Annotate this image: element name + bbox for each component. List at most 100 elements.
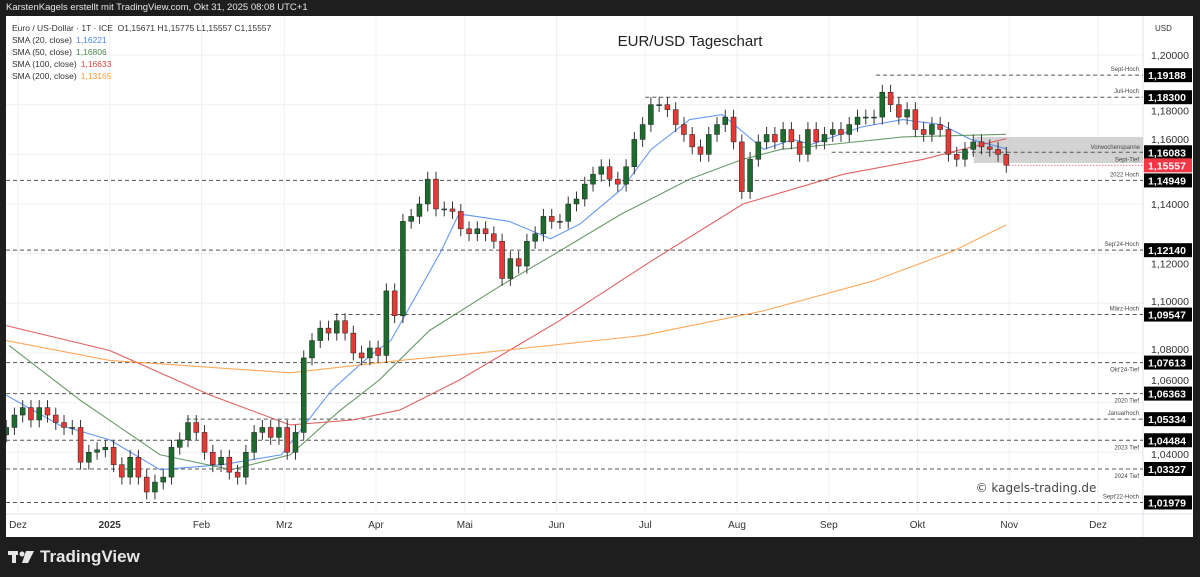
candle[interactable] [962, 141, 968, 167]
candle[interactable] [408, 208, 414, 229]
candle[interactable] [94, 442, 100, 460]
candle[interactable] [747, 151, 753, 200]
candle[interactable] [160, 469, 166, 490]
candle[interactable] [102, 439, 109, 458]
candle[interactable] [441, 201, 447, 217]
candle[interactable] [135, 449, 142, 485]
candle[interactable] [639, 117, 646, 147]
candle[interactable] [681, 117, 687, 142]
candle[interactable] [284, 420, 290, 460]
chart-panel[interactable]: EUR/USD Tageschart © kagels-trading.de Vor… [6, 16, 1193, 537]
sma-legend-row[interactable]: SMA (100, close) 1,16633 [12, 58, 271, 70]
sma-legend-row[interactable]: SMA (20, close) 1,16221 [12, 34, 271, 46]
candle[interactable] [548, 208, 555, 229]
candle[interactable] [507, 251, 514, 286]
candle[interactable] [623, 159, 629, 192]
candle[interactable] [606, 159, 613, 187]
candle[interactable] [664, 97, 671, 118]
candle[interactable] [714, 117, 720, 142]
candle[interactable] [763, 127, 770, 150]
candle[interactable] [375, 340, 381, 363]
candle[interactable] [350, 325, 357, 361]
candle[interactable] [689, 127, 695, 155]
candle[interactable] [358, 345, 365, 366]
candle[interactable] [168, 439, 175, 485]
candle[interactable] [829, 122, 836, 142]
candle[interactable] [19, 400, 26, 423]
candle[interactable] [648, 97, 654, 132]
candle[interactable] [53, 407, 59, 430]
candle[interactable] [532, 226, 538, 249]
price-chart[interactable]: EUR/USD Tageschart © kagels-trading.de Vor… [6, 16, 1193, 537]
candle[interactable] [813, 122, 819, 150]
candle[interactable] [325, 320, 332, 341]
candle[interactable] [276, 420, 282, 445]
symbol-label[interactable]: Euro / US-Dollar · 1T · ICE [12, 23, 113, 33]
candle[interactable] [44, 400, 51, 423]
candle[interactable] [210, 444, 216, 473]
candle[interactable] [796, 134, 803, 162]
candle[interactable] [176, 432, 183, 455]
candle[interactable] [69, 420, 76, 435]
candle[interactable] [945, 122, 952, 162]
candle[interactable] [391, 283, 398, 324]
candle[interactable] [383, 283, 390, 363]
candle[interactable] [491, 226, 497, 249]
candle[interactable] [309, 333, 315, 366]
candle[interactable] [722, 109, 729, 132]
candle[interactable] [557, 213, 563, 229]
candle[interactable] [730, 109, 737, 150]
candle[interactable] [424, 171, 431, 212]
candle[interactable] [697, 139, 704, 162]
candle[interactable] [515, 251, 522, 274]
candle[interactable] [466, 221, 472, 242]
candle[interactable] [879, 84, 886, 125]
candle[interactable] [904, 102, 910, 125]
candle[interactable] [499, 233, 505, 286]
candle[interactable] [152, 474, 158, 500]
candle[interactable] [755, 134, 762, 167]
candle[interactable] [201, 424, 208, 460]
candle[interactable] [234, 464, 241, 485]
candle[interactable] [598, 159, 605, 182]
candle[interactable] [631, 131, 638, 175]
candle[interactable] [920, 122, 927, 142]
candle[interactable] [11, 407, 18, 435]
candle[interactable] [218, 449, 224, 473]
candle[interactable] [6, 420, 9, 443]
candle[interactable] [342, 313, 348, 341]
candle[interactable] [259, 420, 266, 440]
candle[interactable] [143, 469, 150, 500]
candle[interactable] [458, 203, 464, 237]
candle[interactable] [582, 176, 588, 207]
candle[interactable] [871, 109, 877, 125]
candle[interactable] [334, 313, 340, 341]
candle[interactable] [656, 97, 662, 113]
candle[interactable] [953, 146, 960, 167]
candle[interactable] [739, 134, 745, 200]
tradingview-logo[interactable]: TradingView [8, 547, 140, 567]
candle[interactable] [838, 122, 844, 142]
candle[interactable] [28, 400, 34, 428]
candle[interactable] [474, 221, 481, 242]
candle[interactable] [433, 171, 439, 217]
candle[interactable] [267, 420, 274, 445]
candle[interactable] [110, 439, 117, 473]
candle[interactable] [805, 122, 811, 162]
candle[interactable] [367, 340, 373, 366]
candle[interactable] [995, 141, 1001, 162]
candle[interactable] [77, 420, 84, 470]
candle[interactable] [788, 122, 795, 150]
candle[interactable] [251, 424, 257, 460]
candle[interactable] [590, 166, 596, 192]
candle[interactable] [416, 196, 423, 224]
candle[interactable] [846, 117, 853, 142]
candle[interactable] [540, 208, 547, 242]
candle[interactable] [821, 127, 828, 150]
candle[interactable] [573, 191, 580, 212]
candle[interactable] [863, 109, 869, 125]
candle[interactable] [127, 449, 133, 485]
candle[interactable] [61, 415, 67, 435]
candle[interactable] [36, 400, 42, 428]
candle[interactable] [300, 350, 307, 440]
